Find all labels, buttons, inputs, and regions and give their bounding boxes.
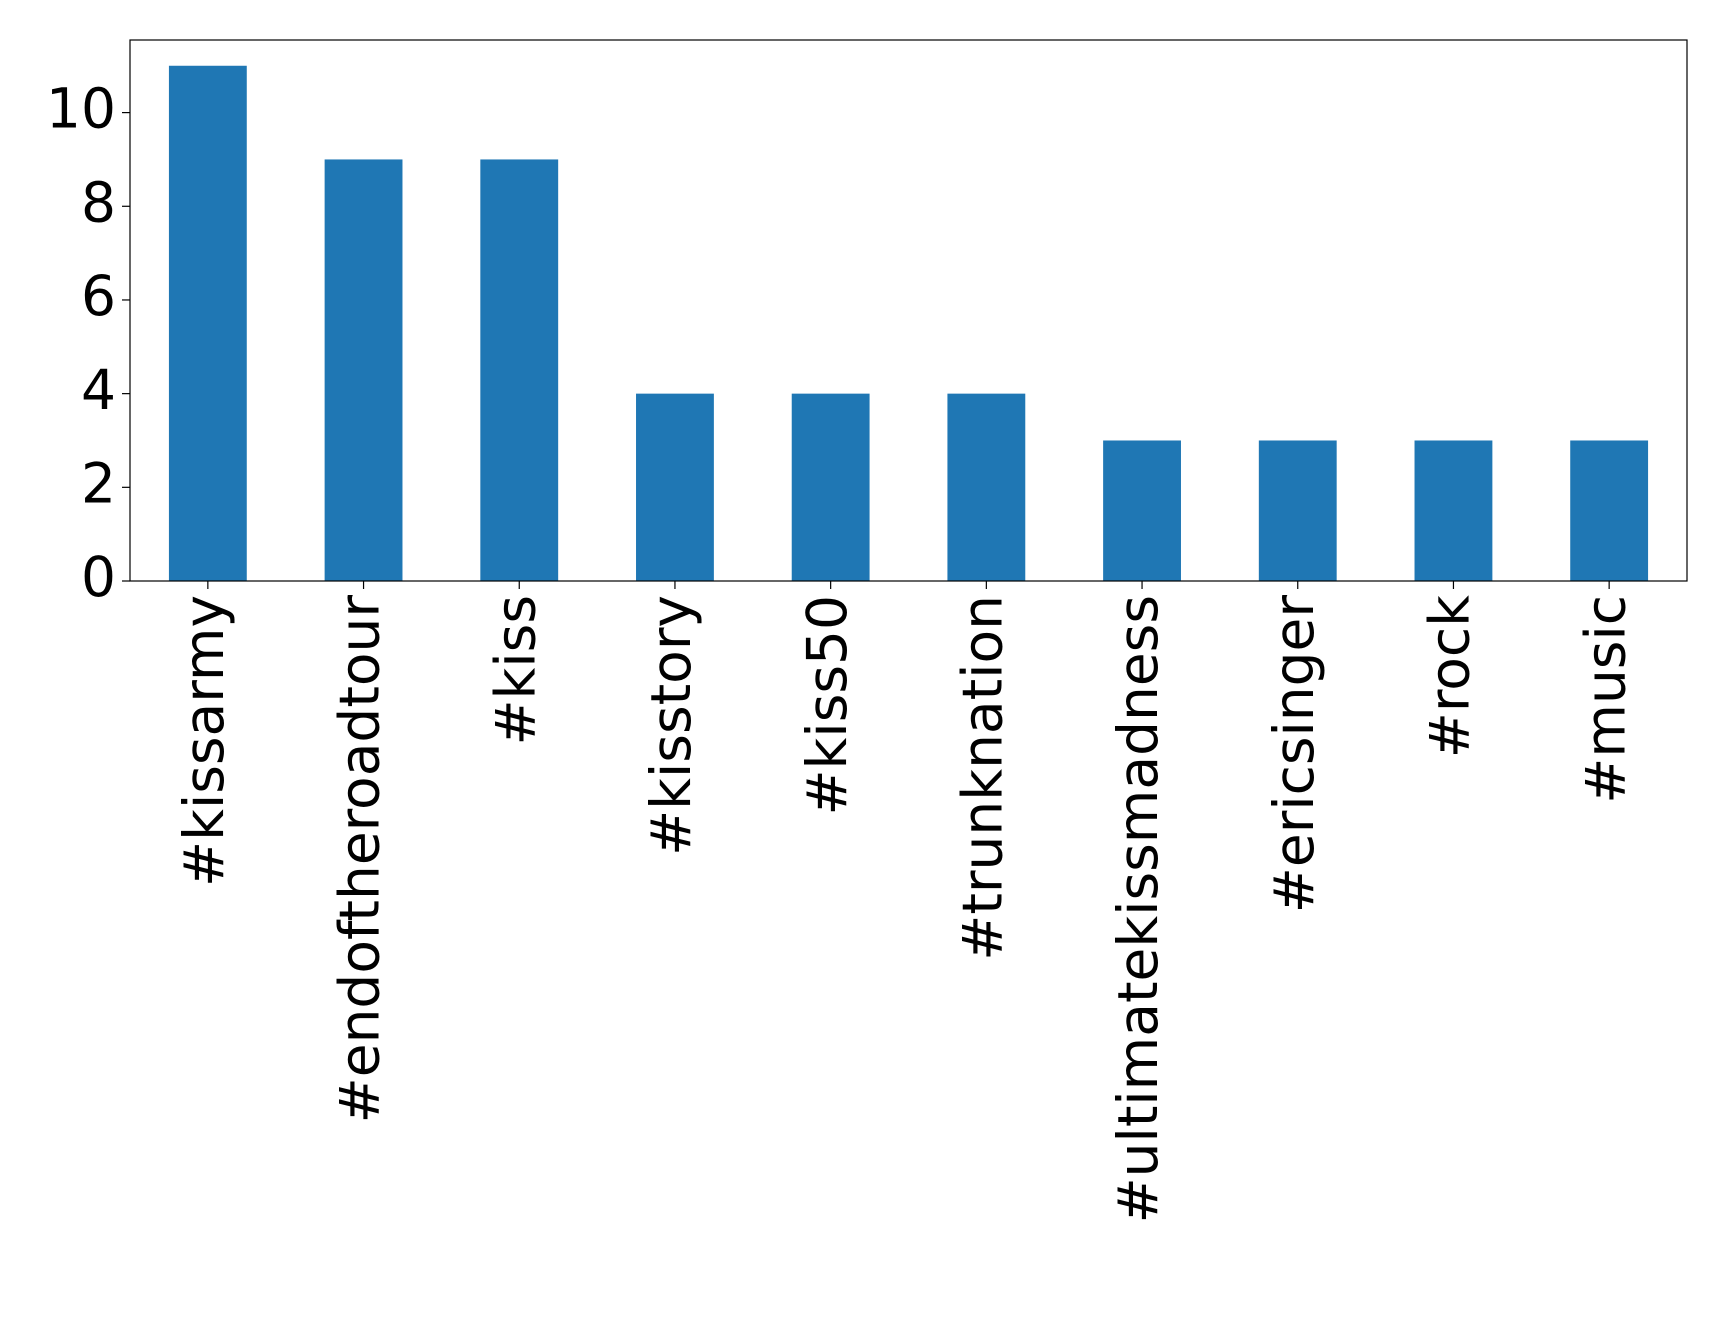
plot-frame	[129, 39, 1688, 582]
bar	[947, 393, 1026, 581]
x-tick-label: #kiss	[483, 595, 547, 746]
x-tick-label: #ericsinger	[1262, 595, 1326, 914]
bar	[1570, 440, 1649, 581]
y-tick-label: 6	[81, 264, 116, 328]
x-tick-label: #kiss50	[795, 595, 859, 816]
y-tick-label: 10	[46, 77, 116, 141]
x-tick-label: #kissarmy	[172, 595, 236, 887]
bar	[480, 159, 559, 581]
bar	[324, 159, 403, 581]
x-tick-label: #kisstory	[639, 595, 703, 856]
y-tick-label: 8	[81, 170, 116, 234]
bar	[791, 393, 870, 581]
y-tick-label: 0	[81, 545, 116, 609]
bar	[168, 65, 247, 581]
bar	[1258, 440, 1337, 581]
x-tick-label: #ultimatekissmadness	[1106, 595, 1170, 1223]
x-tick-label: #endoftheroadtour	[328, 595, 392, 1124]
x-tick-label: #rock	[1418, 595, 1482, 758]
y-tick-label: 2	[81, 451, 116, 515]
x-tick-label: #trunknation	[950, 595, 1014, 961]
x-tick-label: #music	[1573, 595, 1637, 804]
y-tick-label: 4	[81, 358, 116, 422]
bar	[1103, 440, 1181, 581]
bar	[1414, 440, 1493, 581]
bar	[636, 393, 714, 581]
